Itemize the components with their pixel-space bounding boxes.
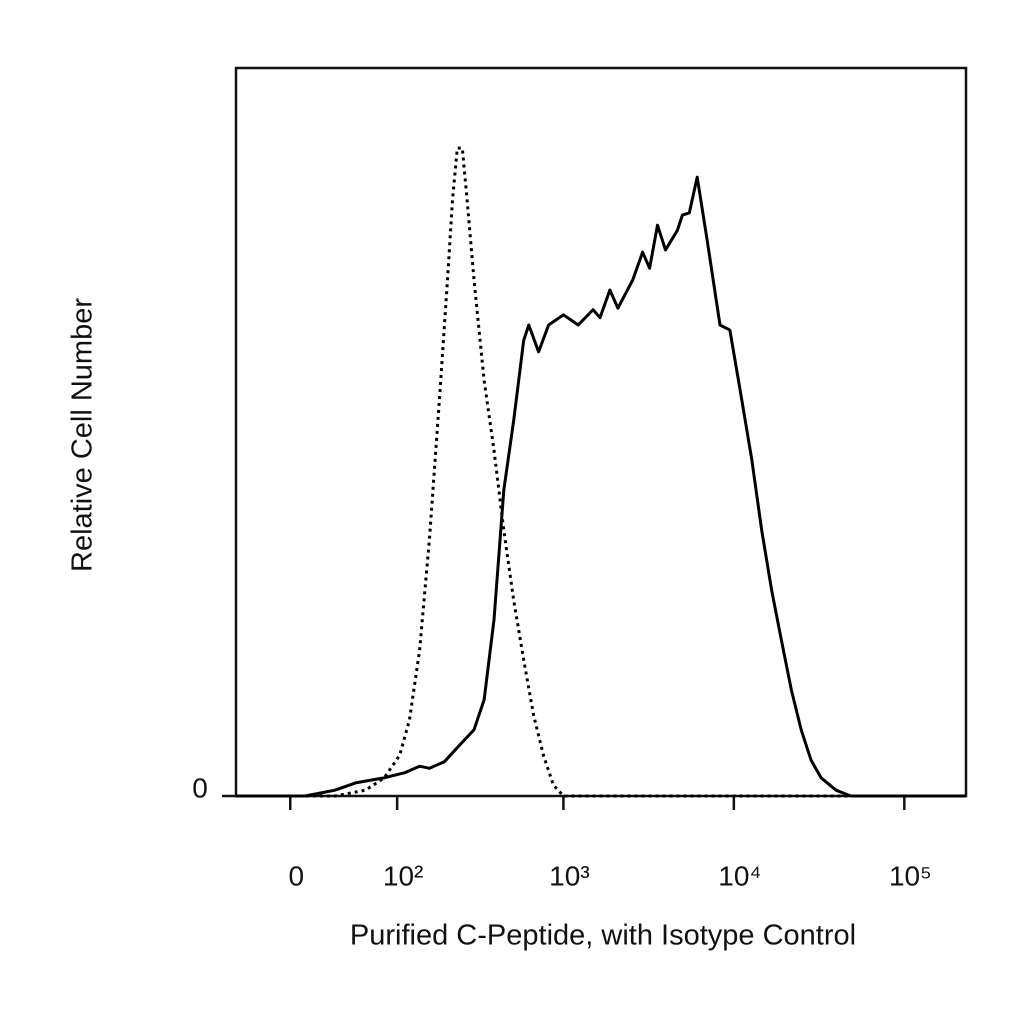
x-tick-label: 10⁴ [718,860,761,891]
x-axis-label: Purified C-Peptide, with Isotype Control [350,920,856,952]
x-tick-label: 10⁵ [889,860,932,891]
x-tick-label: 0 [288,860,304,891]
y-tick-label: 0 [192,772,208,803]
x-tick-label: 10³ [549,860,589,891]
plot-frame [234,66,968,798]
series-line [236,175,966,798]
x-tick-label: 10² [383,860,423,891]
series-line [236,146,966,798]
y-axis-label: Relative Cell Number [67,298,99,572]
